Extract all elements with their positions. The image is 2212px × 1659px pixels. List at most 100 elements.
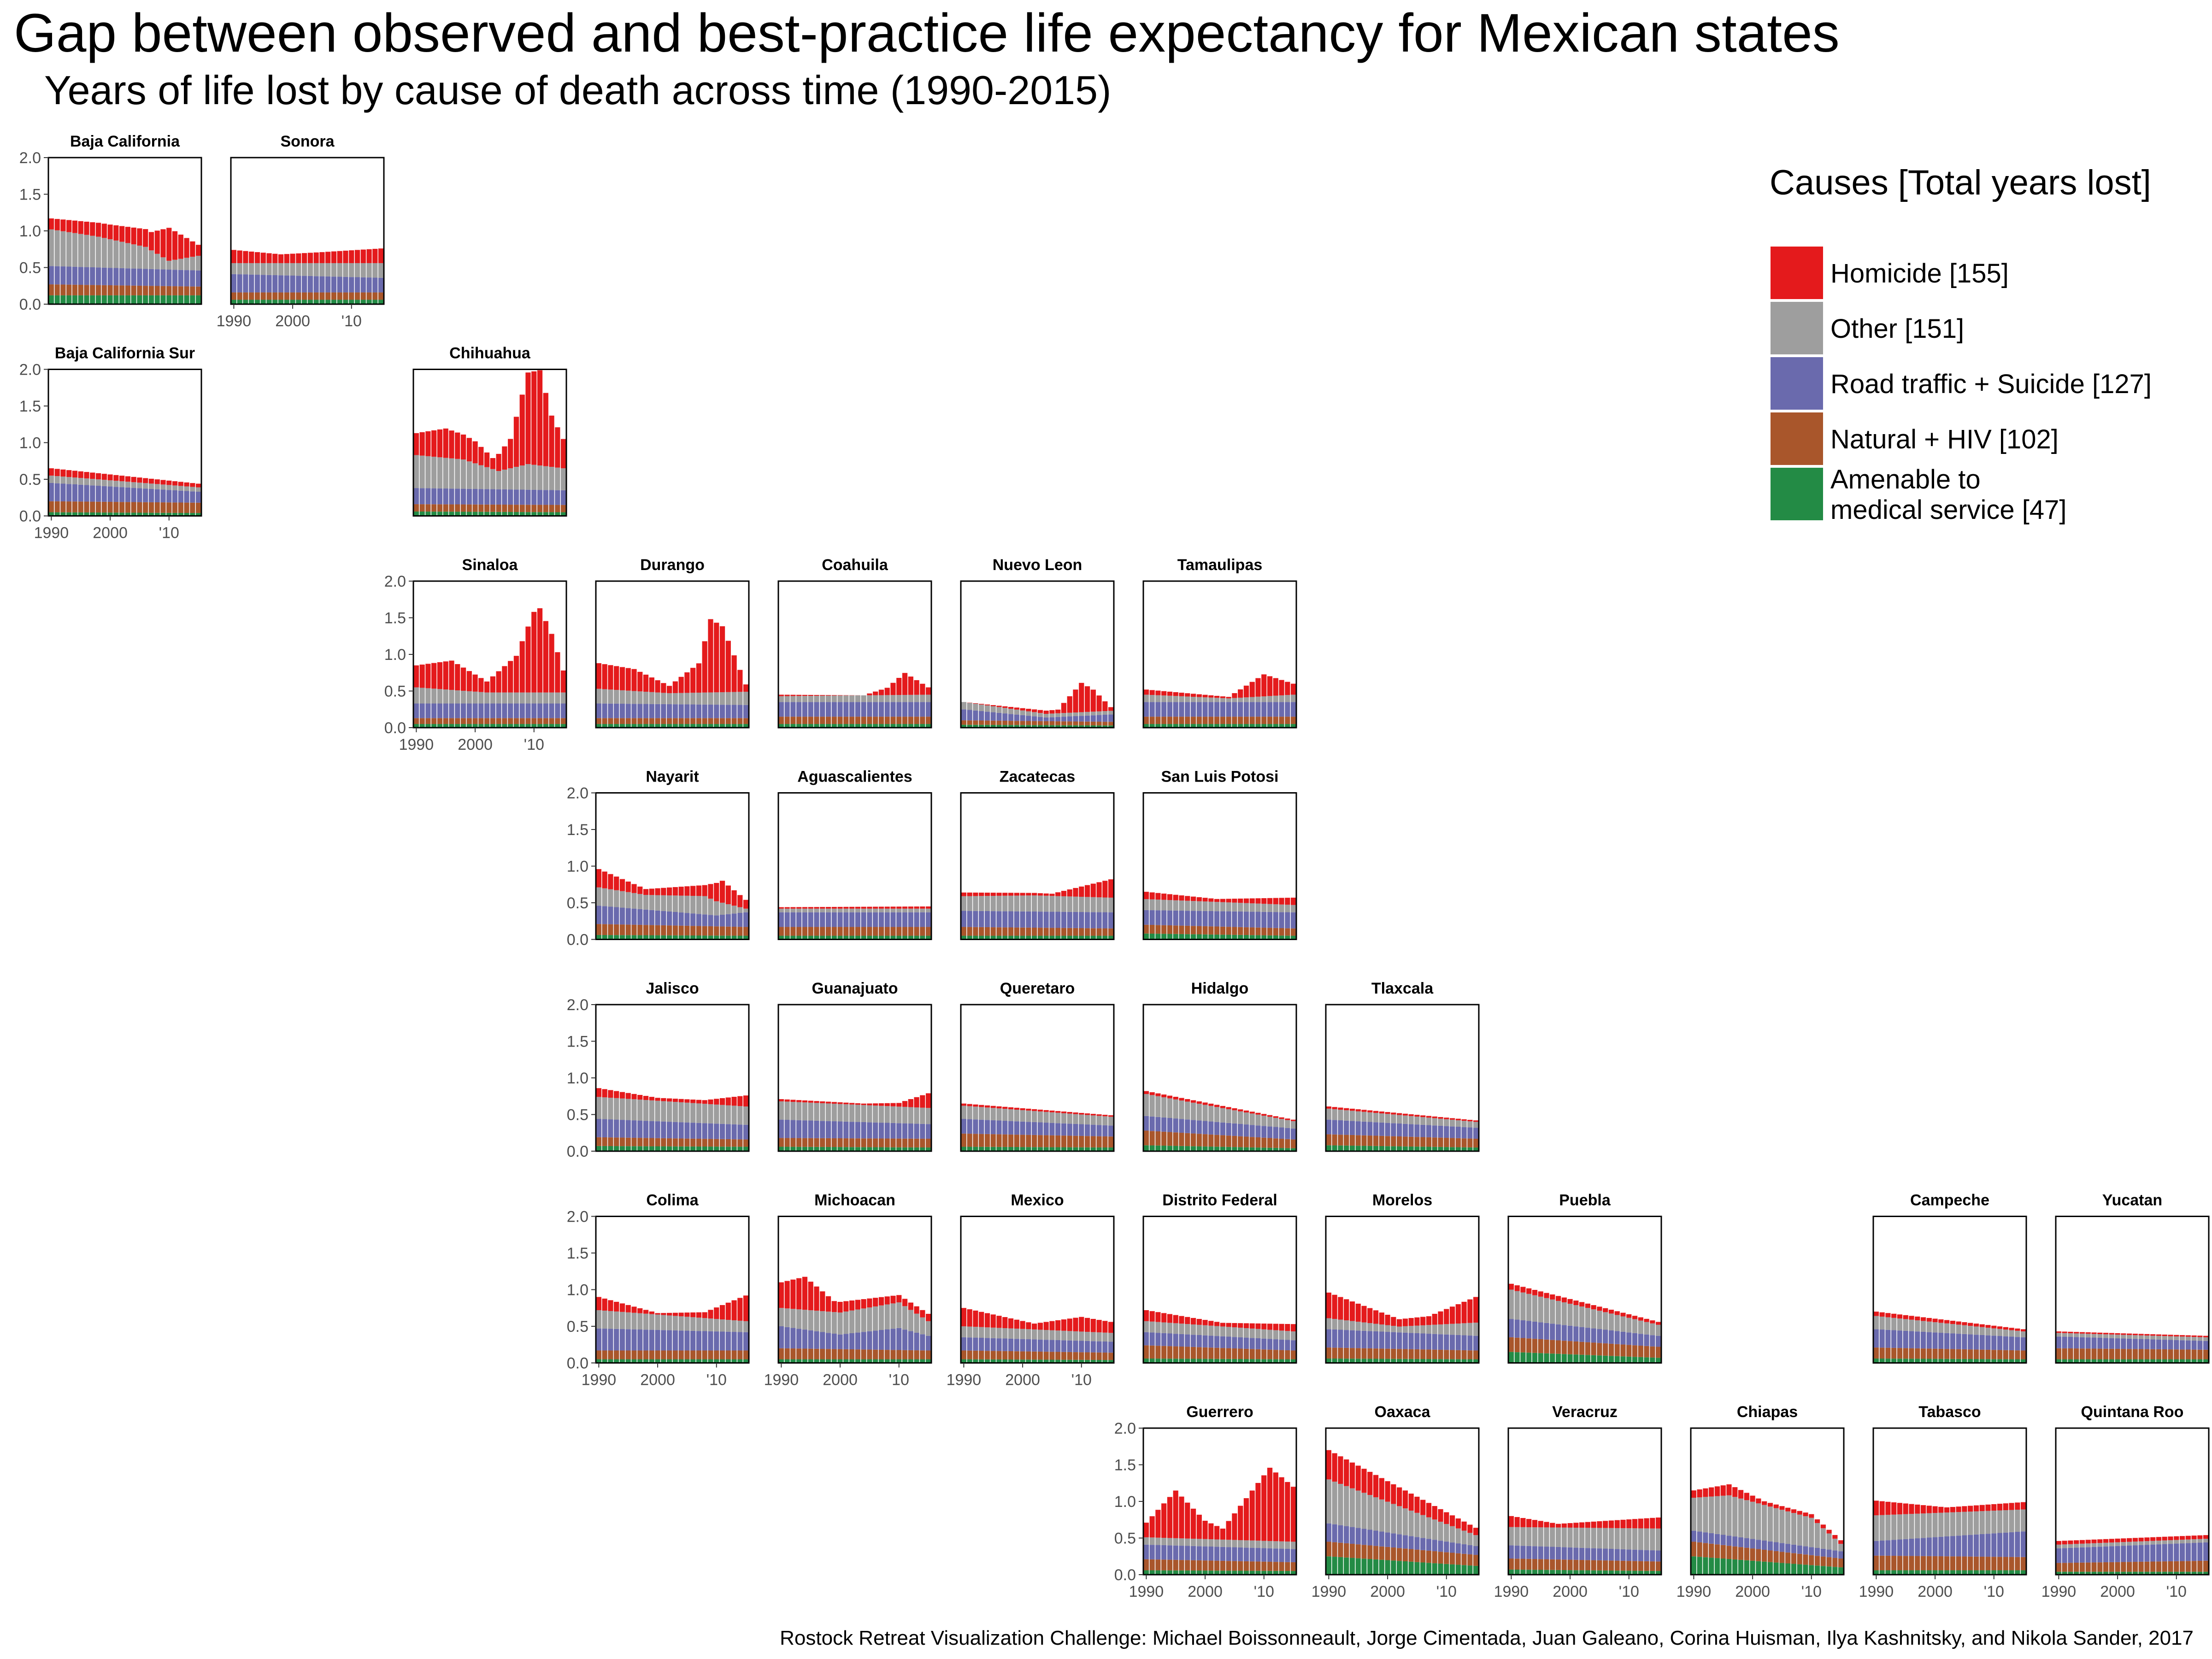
- bar-segment-amenable: [2068, 1359, 2073, 1363]
- bar-segment-amenable: [925, 724, 931, 728]
- bar-segment-road: [731, 705, 737, 718]
- bar-segment-other: [896, 1302, 902, 1328]
- bar-segment-other: [1744, 1500, 1749, 1538]
- bar-segment-amenable: [1344, 1145, 1349, 1151]
- bar-segment-natural: [2062, 1348, 2067, 1359]
- bar-segment-homicide: [967, 892, 972, 896]
- bar-segment-other: [784, 1101, 790, 1120]
- bar-segment-natural: [666, 718, 672, 724]
- bar-segment-road: [1455, 1127, 1461, 1138]
- bar-segment-natural: [743, 1350, 749, 1359]
- bar-segment-homicide: [2109, 1333, 2114, 1335]
- bar-segment-homicide: [973, 703, 978, 704]
- bar-segment-road: [1420, 1538, 1426, 1550]
- bar-segment-other: [1532, 1527, 1538, 1547]
- bar-segment-amenable: [1773, 1562, 1779, 1575]
- bar-segment-natural: [831, 927, 837, 936]
- bar-segment-other: [608, 689, 613, 704]
- bar-segment-homicide: [737, 1096, 743, 1106]
- bar-segment-road: [1255, 702, 1261, 717]
- bar-segment-natural: [1084, 1352, 1090, 1360]
- bar-segment-other: [1608, 1313, 1614, 1330]
- bar-segment-natural: [237, 292, 242, 300]
- bar-segment-road: [725, 1331, 731, 1351]
- bar-segment-natural: [1026, 1135, 1031, 1147]
- bar-segment-road: [1891, 1330, 1897, 1348]
- bar-segment-other: [1067, 1113, 1072, 1124]
- bar-segment-homicide: [714, 1099, 719, 1105]
- bar-segment-amenable: [1391, 1146, 1396, 1151]
- bar-segment-amenable: [925, 1147, 931, 1151]
- bar-segment-homicide: [890, 906, 896, 909]
- bar-segment-other: [1167, 1323, 1173, 1334]
- bar-segment-road: [1226, 911, 1231, 927]
- bar-segment-amenable: [861, 724, 866, 728]
- bar-segment-amenable: [1173, 1359, 1178, 1363]
- bar-segment-road: [684, 704, 690, 718]
- bar-segment-amenable: [1467, 1565, 1473, 1575]
- bar-segment-other: [1879, 1515, 1885, 1541]
- bar-segment-road: [1620, 1331, 1626, 1345]
- bar-segment-natural: [1573, 1341, 1579, 1355]
- bar-segment-homicide: [1214, 1322, 1220, 1326]
- bar-segment-homicide: [1026, 1322, 1031, 1330]
- bar-segment-road: [1273, 1339, 1278, 1350]
- bar-segment-natural: [513, 505, 519, 512]
- bar-segment-homicide: [360, 249, 366, 263]
- bar-segment-road: [802, 1330, 808, 1349]
- bar-segment-amenable: [549, 512, 554, 516]
- bar-segment-amenable: [313, 300, 319, 304]
- bar-segment-natural: [708, 1139, 713, 1147]
- bar-segment-natural: [867, 1138, 872, 1147]
- bar-segment-other: [861, 908, 866, 912]
- bar-segment-amenable: [914, 724, 919, 728]
- bar-segment-amenable: [778, 1359, 784, 1363]
- bar-segment-other: [1655, 1324, 1661, 1336]
- bar-segment-amenable: [107, 295, 113, 304]
- bar-segment-amenable: [490, 512, 496, 516]
- bar-segment-road: [796, 912, 802, 927]
- bar-segment-other: [1968, 1512, 1973, 1535]
- bar-segment-road: [1043, 912, 1049, 928]
- bar-segment-amenable: [1232, 1571, 1237, 1575]
- bar-segment-road: [525, 489, 531, 505]
- bar-segment-amenable: [1290, 724, 1296, 728]
- bar-segment-road: [2197, 1542, 2203, 1561]
- bar-segment-homicide: [1691, 1490, 1697, 1498]
- y-tick-label: 0.0: [19, 508, 41, 525]
- bar-segment-natural: [1697, 1542, 1702, 1557]
- bar-segment-natural: [1461, 1553, 1467, 1565]
- bar-segment-amenable: [2197, 1571, 2203, 1575]
- bar-segment-natural: [725, 718, 731, 724]
- bar-segment-road: [708, 704, 713, 718]
- bar-segment-homicide: [1550, 1294, 1555, 1300]
- bar-segment-homicide: [1267, 1115, 1273, 1117]
- panel-title: Colima: [646, 1192, 699, 1209]
- bar-segment-other: [1043, 1330, 1049, 1340]
- bar-segment-homicide: [725, 885, 731, 905]
- bar-segment-natural: [1373, 1135, 1379, 1146]
- bar-segment-homicide: [1026, 709, 1031, 712]
- bar-segment-road: [272, 275, 278, 293]
- bar-segment-homicide: [1338, 1297, 1343, 1320]
- bar-segment-natural: [1143, 924, 1149, 934]
- bar-segment-amenable: [543, 512, 548, 516]
- bar-segment-natural: [861, 927, 866, 936]
- bar-segment-other: [519, 692, 525, 704]
- bar-segment-natural: [820, 717, 825, 724]
- bar-segment-other: [1185, 1538, 1190, 1546]
- bar-segment-natural: [1161, 925, 1167, 934]
- bar-segment-homicide: [190, 241, 195, 257]
- bar-segment-amenable: [2126, 1359, 2132, 1363]
- bar-segment-amenable: [2132, 1359, 2138, 1363]
- bar-segment-other: [313, 263, 319, 276]
- bar-segment-road: [608, 1119, 613, 1138]
- bar-segment-natural: [60, 501, 66, 512]
- bar-segment-homicide: [2115, 1333, 2120, 1335]
- bar-segment-homicide: [1179, 693, 1184, 696]
- bar-segment-amenable: [1879, 1359, 1885, 1363]
- bar-segment-other: [614, 890, 619, 907]
- bar-segment-homicide: [1196, 1514, 1202, 1539]
- bar-segment-homicide: [1061, 891, 1067, 896]
- bar-segment-natural: [784, 927, 790, 936]
